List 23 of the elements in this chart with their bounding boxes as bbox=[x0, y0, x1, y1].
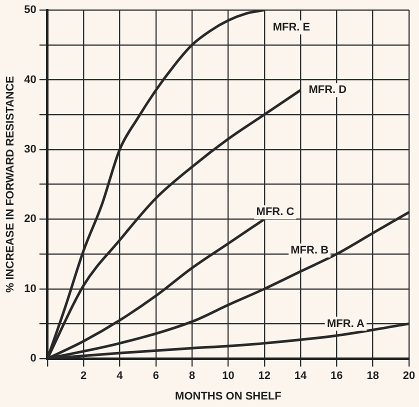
x-tick-label: 20 bbox=[402, 370, 416, 382]
y-tick-label: 40 bbox=[24, 74, 36, 86]
annotation: MFR. C bbox=[256, 206, 294, 218]
y-tick-label: 0 bbox=[30, 352, 36, 365]
x-tick-label: 2 bbox=[80, 370, 87, 382]
x-axis-title: MONTHS ON SHELF bbox=[175, 390, 282, 402]
x-tick-label: 18 bbox=[366, 370, 379, 382]
x-tick-label: 14 bbox=[294, 370, 308, 382]
y-tick-label: 50 bbox=[24, 4, 36, 16]
y-axis-title: % INCREASE IN FORWARD RESISTANCE bbox=[4, 76, 17, 293]
x-tick-label: 12 bbox=[258, 370, 270, 382]
x-tick-label: 16 bbox=[330, 370, 343, 382]
x-tick-label: 6 bbox=[152, 370, 159, 382]
x-tick-label: 8 bbox=[189, 370, 196, 382]
y-tick-label: 20 bbox=[24, 213, 36, 226]
y-tick-label: 30 bbox=[24, 143, 36, 156]
annotation: MFR. D bbox=[308, 84, 347, 96]
x-tick-label: 10 bbox=[222, 370, 234, 382]
y-tick-label: 10 bbox=[24, 282, 36, 295]
x-tick-label: 4 bbox=[116, 370, 124, 382]
annotation: MFR. A bbox=[326, 318, 365, 330]
annotation: MFR. E bbox=[272, 21, 310, 34]
annotation: MFR. B bbox=[290, 244, 329, 257]
